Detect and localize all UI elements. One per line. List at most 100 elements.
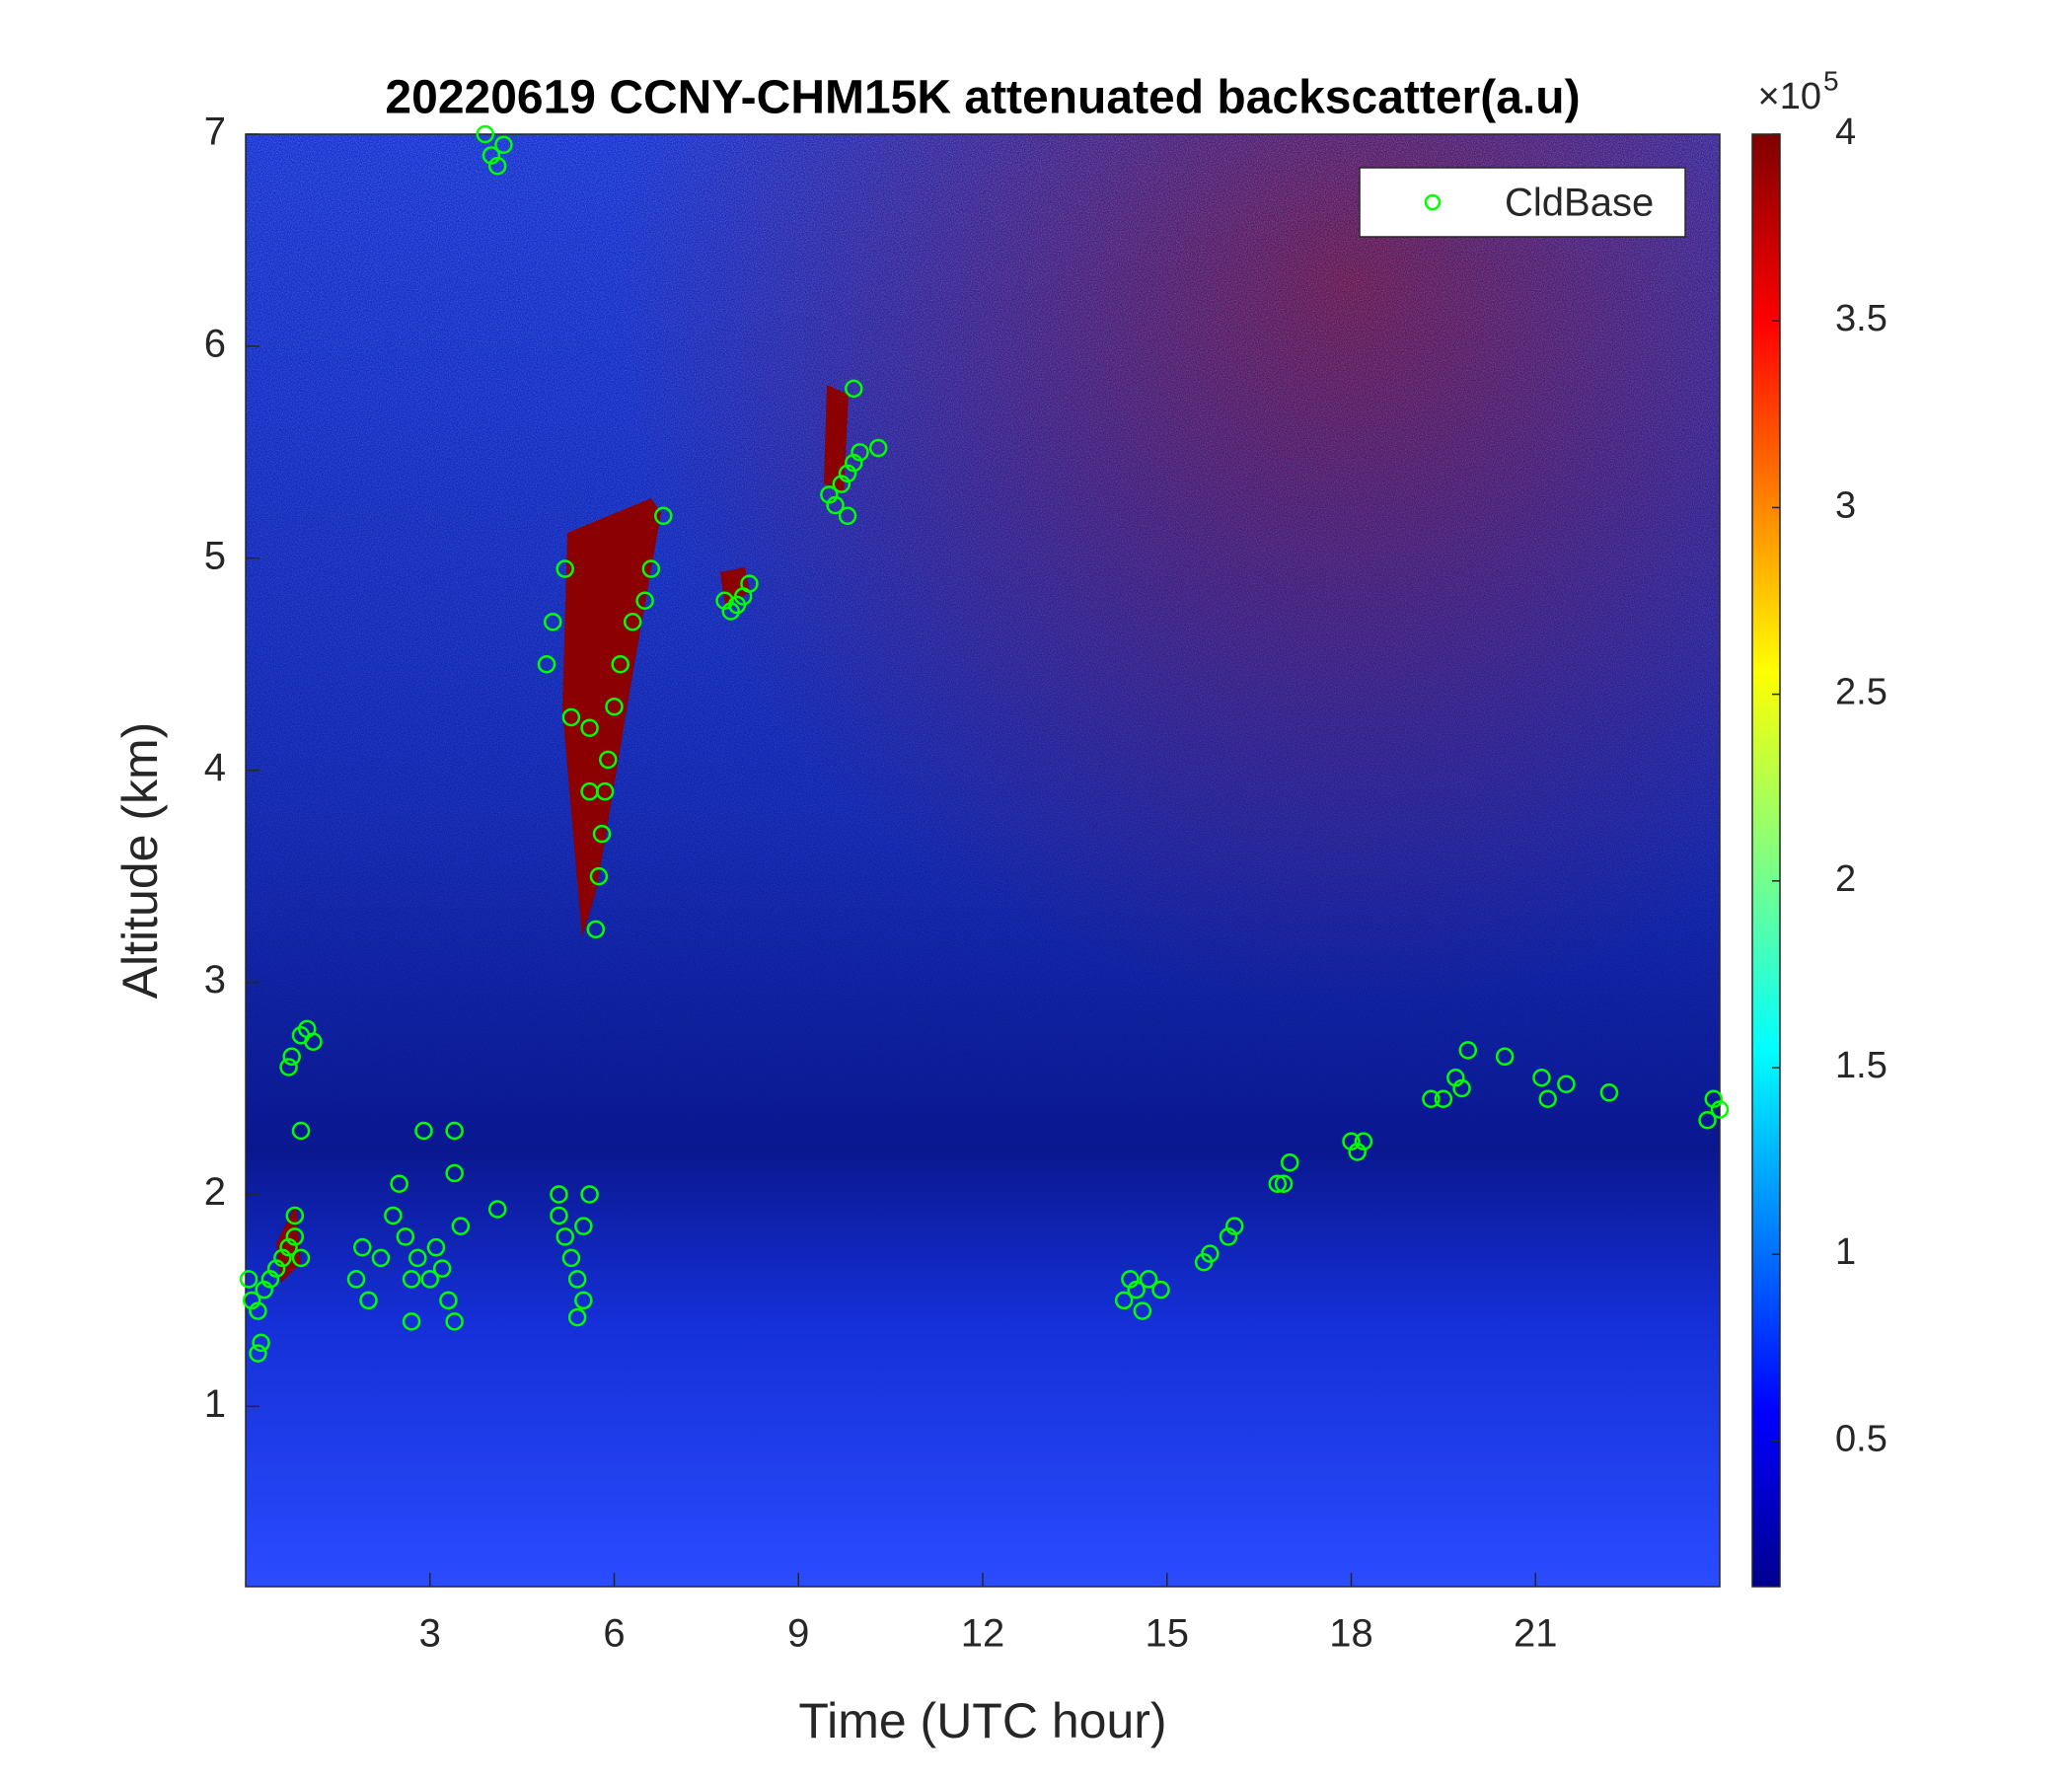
cloud-base-point xyxy=(494,135,513,154)
x-tick-label: 3 xyxy=(419,1612,441,1656)
cloud-base-point xyxy=(845,379,863,399)
y-tick-label: 5 xyxy=(204,534,226,577)
cloud-base-point xyxy=(252,1333,270,1353)
cloud-base-point xyxy=(555,1227,574,1246)
cloud-base-point xyxy=(487,1200,507,1219)
cloud-base-point xyxy=(359,1291,378,1310)
cloud-base-point xyxy=(384,1206,403,1225)
cloud-base-point xyxy=(740,574,759,593)
cloud-base-point xyxy=(414,1121,433,1141)
cloud-base-point xyxy=(1434,1089,1453,1109)
cloud-base-point xyxy=(544,612,562,631)
cloud-base-point xyxy=(291,1121,311,1141)
legend: CldBase xyxy=(1359,167,1686,238)
cloud-base-point xyxy=(567,1307,587,1327)
x-tick-label: 6 xyxy=(603,1612,625,1656)
colorbar-tick-label: 0.5 xyxy=(1835,1418,1887,1459)
cloud-base-point xyxy=(1452,1078,1471,1098)
cloud-base-point xyxy=(402,1312,421,1331)
cloud-base-point xyxy=(599,750,618,770)
cloud-base-point xyxy=(592,824,612,844)
cloud-base-point xyxy=(451,1217,471,1235)
cloud-base-point xyxy=(445,1163,464,1183)
cloud-base-point xyxy=(432,1259,452,1278)
cloud-base-point xyxy=(1599,1083,1619,1102)
cloud-base-point xyxy=(586,920,606,939)
cloud-base-point xyxy=(291,1248,311,1268)
cloud-base-point xyxy=(353,1237,372,1257)
cloud-base-point xyxy=(1281,1152,1299,1172)
cloud-base-point xyxy=(371,1248,391,1268)
cloud-base-point xyxy=(580,1185,599,1204)
series xyxy=(239,124,1730,1363)
cloud-base-point xyxy=(426,1237,446,1257)
cloud-base-point xyxy=(476,124,495,144)
cloud-base-point xyxy=(1458,1041,1478,1060)
cloud-base-point xyxy=(396,1227,415,1246)
cloud-base-point xyxy=(1201,1244,1220,1263)
cloud-base-point xyxy=(1127,1280,1146,1299)
cloud-base-point xyxy=(589,866,609,886)
cloud-base-point xyxy=(567,1270,587,1289)
cloud-base-point xyxy=(346,1270,366,1289)
y-tick-label: 6 xyxy=(204,322,226,365)
legend-marker xyxy=(1424,193,1442,211)
cloud-base-point xyxy=(445,1312,464,1331)
cloud-base-point xyxy=(1139,1270,1158,1289)
colorbar-multiplier: ×10 5 xyxy=(1758,65,1839,117)
legend-label: CldBase xyxy=(1505,182,1654,225)
cloud-base-point xyxy=(249,1344,267,1363)
y-tick-label: 2 xyxy=(204,1170,226,1214)
backscatter-field xyxy=(246,134,1720,1587)
colorbar-tick-label: 2.5 xyxy=(1835,672,1887,713)
cloud-base-point xyxy=(285,1227,305,1246)
cloud-base-point xyxy=(574,1291,593,1310)
cloud-base-point xyxy=(611,654,629,674)
cloud-base-point xyxy=(279,1058,298,1076)
cloud-base-point xyxy=(635,591,654,611)
x-tick-label: 12 xyxy=(961,1612,1005,1656)
cloud-base-point xyxy=(445,1121,464,1141)
cloud-base-point xyxy=(239,1270,259,1289)
x-tick-label: 9 xyxy=(787,1612,809,1656)
cloud-base-point xyxy=(574,1217,593,1235)
cloud-base-point xyxy=(1151,1280,1170,1299)
cloud-base-point xyxy=(1422,1089,1441,1109)
cloud-base-point xyxy=(1538,1089,1557,1109)
cloud-base-point xyxy=(1354,1132,1373,1150)
cloud-base-point xyxy=(868,438,888,458)
chart-title: 20220619 CCNY-CHM15K attenuated backscat… xyxy=(385,72,1580,124)
cloud-base-point xyxy=(304,1032,323,1051)
colorbar-tick-label: 1.5 xyxy=(1835,1045,1887,1086)
cloud-base-point xyxy=(555,559,574,578)
cloud-base-point xyxy=(1495,1047,1515,1067)
cloud-base-point xyxy=(654,506,673,526)
cloud-base-point xyxy=(1698,1110,1717,1130)
y-tick-label: 4 xyxy=(204,746,226,789)
cloud-base-point xyxy=(402,1270,421,1289)
cloud-base-point xyxy=(439,1291,458,1310)
colorbar-tick-label: 2 xyxy=(1835,858,1856,900)
cloud-base-point xyxy=(282,1047,301,1067)
y-tick-label: 7 xyxy=(204,111,226,154)
colorbar xyxy=(1752,134,1780,1587)
y-axis-label: Altitude (km) xyxy=(112,722,168,1000)
cloud-base-point xyxy=(1557,1075,1576,1093)
cloud-base-point xyxy=(1268,1174,1288,1193)
cloud-base-point xyxy=(641,559,661,578)
cloud-base-point xyxy=(420,1270,439,1289)
cloud-base-point xyxy=(1532,1069,1551,1087)
cloud-base-point xyxy=(580,781,599,801)
cloud-base-point xyxy=(550,1206,568,1225)
cloud-base-point xyxy=(487,156,507,176)
cloud-base-point xyxy=(721,602,741,621)
cloud-base-point xyxy=(1710,1100,1730,1119)
y-tick-label: 3 xyxy=(204,958,226,1002)
multiplier-label: ×10 xyxy=(1758,76,1821,117)
colorbar-tick-label: 1 xyxy=(1835,1231,1856,1273)
colorbar-tick-label: 3.5 xyxy=(1835,298,1887,339)
cloud-base-point xyxy=(1224,1217,1244,1235)
y-tick-label: 1 xyxy=(204,1382,226,1426)
legend-box xyxy=(1359,167,1686,238)
